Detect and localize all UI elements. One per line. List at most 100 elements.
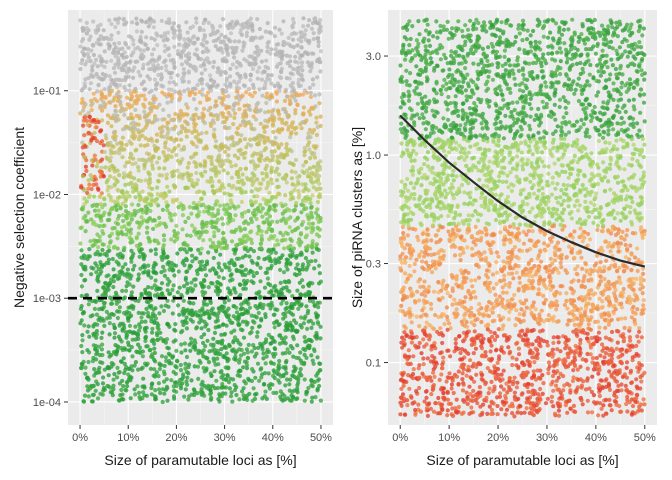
data-point [144,306,149,311]
data-point [184,256,189,261]
data-point [180,213,185,218]
data-point [267,190,272,195]
data-point [183,387,188,392]
data-point [170,174,175,179]
data-point [280,49,285,54]
data-point [290,85,295,90]
data-point [110,226,115,231]
data-point [309,204,314,209]
data-point [417,385,422,391]
data-point [90,313,95,318]
data-point [115,231,120,236]
data-point [200,219,205,225]
data-point [115,315,120,321]
data-point [194,190,200,195]
data-point [438,206,443,211]
data-point [230,136,235,141]
data-point [108,195,113,200]
data-point [317,92,322,97]
data-point [109,77,114,82]
data-point [223,71,228,76]
data-point [234,392,239,398]
data-point [194,151,199,156]
data-point [288,135,293,140]
data-point [300,182,305,187]
data-point [99,269,104,274]
data-point [249,240,254,246]
data-point [278,267,283,272]
data-point [168,58,173,63]
data-point [157,56,162,61]
data-point [294,376,299,381]
data-point [119,78,124,83]
data-point [158,330,163,335]
data-point [303,28,308,33]
data-point [229,164,234,169]
data-point [158,362,163,367]
data-point [161,245,166,250]
data-point [254,351,259,356]
data-point [305,52,310,57]
data-point [82,188,87,193]
data-point [99,62,104,68]
data-point [263,29,268,34]
data-point [277,358,282,364]
data-point [260,214,265,219]
data-point [305,90,310,95]
data-point [91,266,96,271]
data-point [163,64,169,69]
data-point [134,21,139,26]
data-point [175,251,180,256]
data-point [227,205,232,210]
data-point [516,26,521,31]
data-point [285,217,291,222]
data-point [303,159,309,164]
data-point [189,116,194,121]
data-point [243,166,249,171]
data-point [167,80,172,85]
data-point [250,203,255,208]
data-point [242,137,248,142]
data-point [276,322,281,328]
data-point [284,53,289,58]
data-point [270,293,275,298]
data-point [173,328,178,333]
data-point [227,212,233,217]
data-point [425,356,430,361]
data-point [312,303,317,309]
data-point [224,59,229,64]
data-point [197,89,202,95]
data-point [167,189,172,194]
data-point [586,231,591,237]
data-point [300,68,305,73]
data-point [91,392,96,397]
data-point [87,350,92,355]
data-point [231,347,236,352]
data-point [164,176,169,181]
data-point [121,218,126,224]
data-point [310,221,315,226]
data-point [264,171,269,176]
data-point [177,28,182,33]
data-point [157,387,162,392]
data-point [417,32,422,37]
data-point [87,182,92,187]
data-point [504,82,509,87]
data-point [236,39,242,44]
data-point [227,386,232,391]
data-point [230,19,235,24]
data-point [165,156,170,161]
data-point [292,272,297,277]
data-point [262,394,267,399]
data-point [180,227,185,232]
data-point [512,292,517,298]
data-point [614,346,619,351]
data-point [129,116,134,121]
data-point [122,112,127,118]
data-point [185,112,190,117]
data-point [248,199,254,204]
data-point [215,339,220,345]
data-point [82,46,87,51]
data-point [293,111,298,116]
data-point [310,281,315,286]
